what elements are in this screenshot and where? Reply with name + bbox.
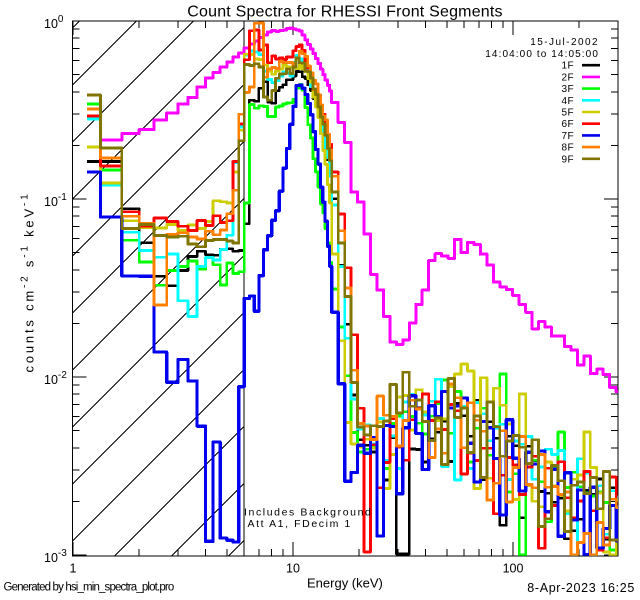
svg-text:1F: 1F xyxy=(562,61,574,72)
svg-text:1: 1 xyxy=(70,562,77,576)
svg-text:Count Spectra for RHESSI Front: Count Spectra for RHESSI Front Segments xyxy=(187,4,503,21)
svg-text:Includes Background: Includes Background xyxy=(244,507,372,519)
svg-text:9F: 9F xyxy=(562,154,574,165)
svg-text:7F: 7F xyxy=(562,131,574,142)
svg-text:Energy (keV): Energy (keV) xyxy=(307,576,383,591)
svg-text:4F: 4F xyxy=(562,96,574,107)
svg-text:2F: 2F xyxy=(562,72,574,83)
svg-text:counts cm-2 s-1 keV-1: counts cm-2 s-1 keV-1 xyxy=(20,192,37,373)
svg-text:3F: 3F xyxy=(562,84,574,95)
svg-text:8-Apr-2023 16:25: 8-Apr-2023 16:25 xyxy=(527,581,635,595)
svg-text:100: 100 xyxy=(503,562,524,576)
svg-text:5F: 5F xyxy=(562,108,574,119)
svg-text:15-Jul-2002: 15-Jul-2002 xyxy=(530,37,599,48)
svg-text:Att A1, FDecim 1: Att A1, FDecim 1 xyxy=(248,518,352,530)
svg-text:10: 10 xyxy=(286,562,300,576)
svg-text:8F: 8F xyxy=(562,143,574,154)
svg-text:6F: 6F xyxy=(562,119,574,130)
svg-text:14:04:00 to 14:05:00: 14:04:00 to 14:05:00 xyxy=(485,49,599,60)
svg-text:Generated by hsi_min_spectra_p: Generated by hsi_min_spectra_plot.pro xyxy=(4,582,174,594)
